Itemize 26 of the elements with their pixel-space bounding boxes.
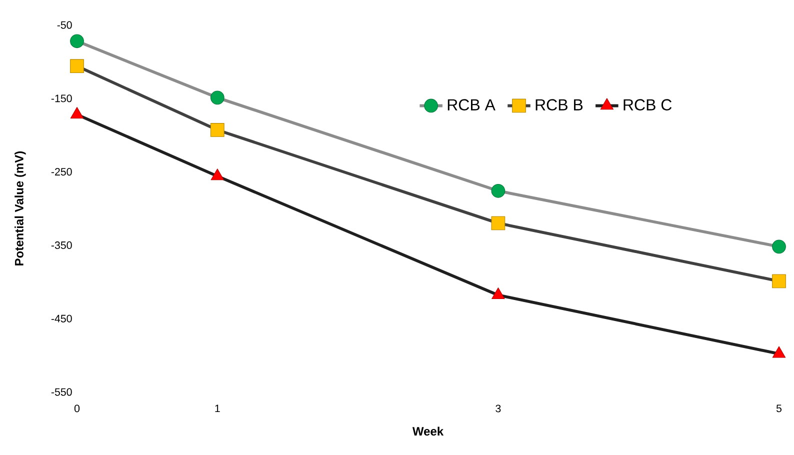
y-axis-title: Potential Value (mV)	[14, 151, 26, 266]
legend-label: RCB B	[536, 99, 583, 110]
point	[492, 288, 505, 300]
y-tick-label: -150	[51, 94, 72, 102]
point	[772, 240, 786, 254]
y-tick-label: -450	[51, 314, 72, 322]
point	[70, 34, 84, 48]
y-tick-label: -250	[51, 168, 72, 176]
x-tick-label: 1	[215, 404, 220, 412]
point	[210, 168, 224, 180]
point	[210, 90, 224, 105]
point	[772, 274, 786, 288]
legend-label: RCB C	[624, 99, 672, 110]
y-tick-label: -350	[51, 241, 72, 249]
point	[772, 346, 786, 358]
x-tick-label: 5	[776, 404, 782, 412]
x-tick-label: 3	[496, 404, 501, 412]
point	[210, 123, 224, 137]
x-axis-title: Week	[412, 426, 444, 436]
y-tick-label: -550	[51, 388, 72, 396]
point	[491, 216, 506, 230]
x-tick-label: 0	[74, 404, 80, 412]
point	[70, 59, 84, 74]
point	[491, 184, 506, 198]
legend-label: RCB A	[448, 99, 496, 110]
y-tick-label: -50	[57, 21, 72, 29]
